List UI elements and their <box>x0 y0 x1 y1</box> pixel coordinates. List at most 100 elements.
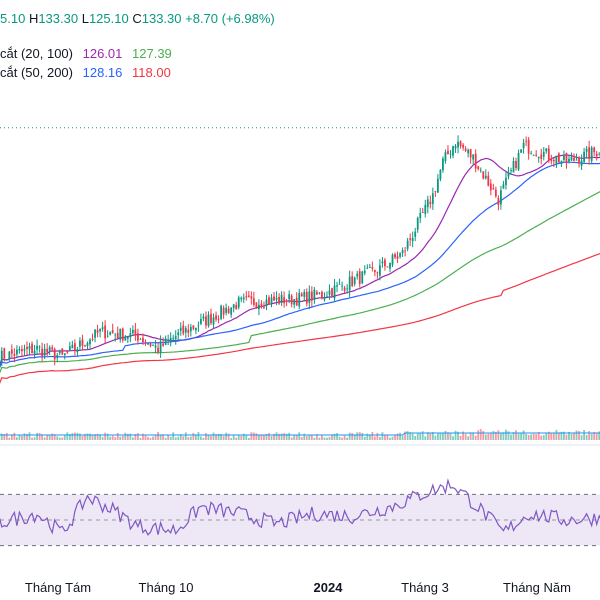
candle <box>202 313 205 322</box>
candle <box>497 195 500 211</box>
volume-bar <box>169 436 172 440</box>
ma20-line <box>0 154 600 366</box>
candle <box>159 335 162 358</box>
candle <box>258 299 260 316</box>
volume-bar <box>202 437 205 440</box>
candle <box>326 291 328 298</box>
candle <box>131 325 134 336</box>
volume-bar <box>101 436 104 440</box>
volume-bar <box>174 437 177 440</box>
volume-bar <box>81 436 84 440</box>
candle <box>588 140 591 165</box>
candle <box>482 171 485 180</box>
candle <box>46 343 49 357</box>
volume-bar <box>542 435 545 440</box>
volume-bar <box>414 435 417 440</box>
candle <box>76 346 79 357</box>
candle <box>366 264 369 270</box>
volume-bar <box>154 435 157 440</box>
candle <box>194 327 197 335</box>
low-value: 125.10 <box>88 11 129 26</box>
candle <box>303 289 306 302</box>
volume-bar <box>580 435 583 440</box>
candle <box>154 339 157 354</box>
volume-bar <box>426 432 429 440</box>
volume-bar <box>527 435 530 440</box>
candle <box>94 329 96 343</box>
volume-bar <box>10 434 13 440</box>
candle <box>532 154 535 156</box>
ma200-line <box>0 252 600 384</box>
candle <box>285 298 288 307</box>
volume-bar <box>341 437 343 440</box>
volume-bar <box>520 432 522 440</box>
candle <box>492 183 495 191</box>
candle <box>411 231 414 248</box>
candle <box>109 331 112 336</box>
candle <box>33 344 36 359</box>
volume-bar <box>41 434 44 440</box>
candle <box>147 342 149 346</box>
ma-legend-1[interactable]: cắt (20, 100) 126.01 127.39 <box>0 46 172 61</box>
candle <box>0 347 3 366</box>
volume-bar <box>210 435 212 440</box>
volume-bar <box>278 433 280 440</box>
ma-legend-1-label: cắt (20, 100) <box>0 46 73 61</box>
volume-bar <box>293 434 296 440</box>
volume-bar <box>111 435 114 440</box>
volume-bar <box>406 431 409 440</box>
volume-bar <box>588 431 591 440</box>
volume-bar <box>472 432 475 440</box>
candle <box>245 290 248 301</box>
volume-bar <box>318 437 321 440</box>
candle <box>121 327 124 343</box>
volume-bar <box>147 436 149 440</box>
candle <box>18 346 21 354</box>
volume-bar <box>300 437 303 440</box>
candle <box>386 266 389 268</box>
candle <box>489 179 492 196</box>
candle <box>537 156 540 163</box>
volume-bar <box>381 432 384 440</box>
volume-bar <box>23 433 26 440</box>
volume-bar <box>394 434 396 440</box>
volume-bar <box>540 435 543 440</box>
ma-legend-2[interactable]: cắt (50, 200) 128.16 118.00 <box>0 65 171 80</box>
volume-bar <box>502 432 505 440</box>
candle <box>431 187 434 210</box>
candle <box>8 351 11 362</box>
candle <box>174 330 177 345</box>
ma-legend-2-label: cắt (50, 200) <box>0 65 73 80</box>
volume-bar <box>5 432 8 440</box>
volume-bar <box>429 432 432 440</box>
candle <box>550 154 553 165</box>
volume-bar <box>305 436 308 440</box>
volume-bar <box>63 435 66 440</box>
volume-bar <box>454 430 457 440</box>
volume-bar <box>457 431 459 440</box>
x-tick-label-mar: Tháng 3 <box>401 580 449 595</box>
candle <box>53 347 56 366</box>
candle <box>288 290 291 304</box>
candle <box>358 268 361 288</box>
candle <box>164 335 167 346</box>
candle <box>167 334 170 346</box>
volume-bar <box>167 435 170 440</box>
candle <box>240 296 243 303</box>
candle <box>426 195 429 214</box>
volume-bar <box>308 434 311 440</box>
volume-bar <box>555 429 558 440</box>
volume-bar <box>467 436 470 440</box>
volume-bar <box>96 433 99 440</box>
candle <box>444 149 447 164</box>
candle <box>547 145 550 163</box>
volume-bar <box>419 432 422 440</box>
volume-bar <box>84 433 86 440</box>
high-value: 133.30 <box>38 11 79 26</box>
volume-bar <box>565 434 568 440</box>
volume-bar <box>404 431 407 440</box>
open-value: 5.10 <box>0 11 26 26</box>
volume-bar <box>373 436 376 440</box>
candle <box>200 313 202 326</box>
